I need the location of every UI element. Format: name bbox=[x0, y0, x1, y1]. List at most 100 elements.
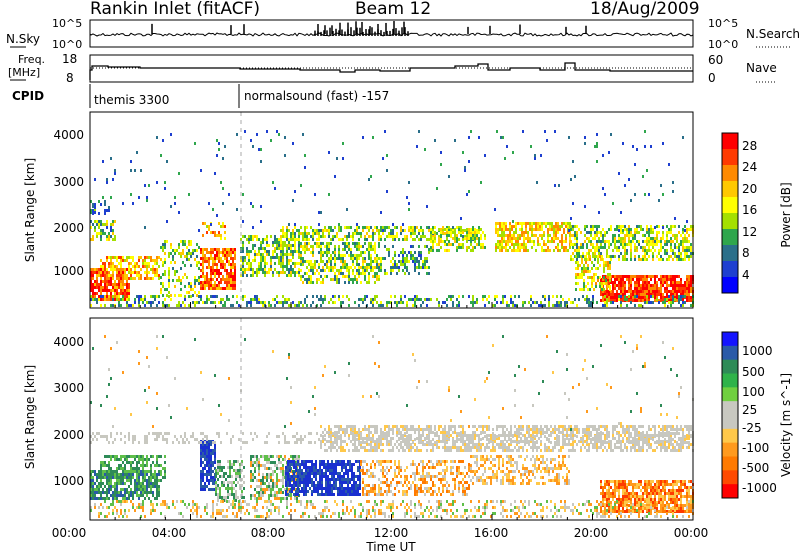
echo-cell bbox=[114, 235, 116, 238]
echo-cell bbox=[220, 272, 222, 275]
echo-cell bbox=[622, 255, 624, 258]
echo-cell bbox=[102, 265, 104, 268]
echo-cell bbox=[286, 235, 288, 238]
echo-cell bbox=[474, 237, 476, 240]
echo-cell bbox=[325, 493, 327, 496]
echo-cell bbox=[688, 275, 690, 278]
echo-cell bbox=[494, 208, 496, 211]
echo-cell bbox=[262, 238, 264, 241]
echo-cell bbox=[106, 271, 108, 274]
power-panel: Slant Range [km] 4000 3000 2000 1000 28 … bbox=[23, 112, 793, 308]
echo-cell bbox=[208, 284, 210, 287]
echo-cell bbox=[108, 485, 110, 488]
echo-cell bbox=[531, 234, 533, 237]
echo-cell bbox=[244, 268, 246, 271]
echo-cell bbox=[341, 490, 343, 493]
echo-cell bbox=[100, 461, 102, 464]
echo-cell bbox=[682, 287, 684, 290]
echo-cell bbox=[519, 243, 521, 246]
echo-cell bbox=[654, 237, 656, 240]
echo-cell bbox=[378, 242, 380, 245]
echo-cell bbox=[364, 242, 366, 245]
echo-cell bbox=[282, 268, 284, 271]
echo-cell bbox=[212, 479, 214, 482]
echo-cell bbox=[333, 466, 335, 469]
echo-cell bbox=[192, 252, 194, 255]
echo-cell bbox=[347, 478, 349, 481]
echo-cell bbox=[300, 254, 302, 257]
echo-cell bbox=[102, 473, 104, 476]
echo-cell bbox=[268, 482, 270, 485]
echo-cell bbox=[290, 238, 292, 241]
echo-cell bbox=[210, 281, 212, 284]
echo-cell bbox=[345, 463, 347, 466]
echo-cell bbox=[302, 248, 304, 251]
echo-cell bbox=[543, 243, 545, 246]
echo-cell bbox=[362, 487, 364, 490]
echo-cell bbox=[116, 283, 118, 286]
echo-cell bbox=[636, 281, 638, 284]
echo-cell bbox=[338, 229, 340, 232]
date-title: 18/Aug/2009 bbox=[590, 0, 700, 19]
echo-cell bbox=[572, 234, 574, 237]
echo-cell bbox=[280, 241, 282, 244]
echo-cell bbox=[222, 222, 224, 225]
echo-cell bbox=[472, 298, 474, 301]
echo-cell bbox=[190, 288, 192, 291]
echo-cell bbox=[634, 258, 636, 261]
echo-cell bbox=[494, 298, 496, 301]
echo-cell bbox=[632, 299, 634, 302]
echo-cell bbox=[314, 260, 316, 263]
echo-cell bbox=[282, 241, 284, 244]
echo-cell bbox=[622, 225, 624, 228]
echo-cell bbox=[116, 485, 118, 488]
echo-cell bbox=[382, 257, 384, 260]
echo-cell bbox=[215, 490, 217, 493]
echo-cell bbox=[468, 234, 470, 237]
echo-cell bbox=[200, 281, 202, 284]
echo-cell bbox=[347, 475, 349, 478]
echo-cell bbox=[406, 269, 408, 272]
echo-cell bbox=[366, 226, 368, 229]
echo-cell bbox=[599, 285, 601, 288]
echo-cell bbox=[327, 490, 329, 493]
echo-cell bbox=[218, 287, 220, 290]
echo-cell bbox=[504, 295, 506, 298]
echo-cell bbox=[274, 247, 276, 250]
echo-cell bbox=[618, 249, 620, 252]
echo-cell bbox=[102, 271, 104, 274]
echo-cell bbox=[460, 246, 462, 249]
echo-cell bbox=[565, 246, 567, 249]
echo-cell bbox=[136, 262, 138, 265]
echo-cell bbox=[602, 293, 604, 296]
echo-cell bbox=[626, 275, 628, 278]
echo-cell bbox=[474, 240, 476, 243]
echo-cell bbox=[338, 269, 340, 272]
echo-cell bbox=[501, 234, 503, 237]
echo-cell bbox=[268, 488, 270, 491]
echo-cell bbox=[98, 226, 100, 229]
echo-cell bbox=[223, 466, 225, 469]
echo-cell bbox=[678, 298, 680, 301]
echo-cell bbox=[575, 261, 577, 264]
echo-cell bbox=[606, 298, 608, 301]
echo-cell bbox=[521, 228, 523, 231]
echo-cell bbox=[356, 281, 358, 284]
echo-cell bbox=[325, 475, 327, 478]
echo-cell bbox=[293, 481, 295, 484]
echo-cell bbox=[250, 473, 252, 476]
echo-cell bbox=[252, 298, 254, 301]
echo-cell bbox=[312, 229, 314, 232]
cpid-mode-1: themis 3300 bbox=[94, 93, 169, 107]
echo-cell bbox=[230, 275, 232, 278]
echo-cell bbox=[130, 256, 132, 259]
echo-cell bbox=[276, 494, 278, 497]
echo-cell bbox=[507, 243, 509, 246]
echo-cell bbox=[170, 243, 172, 246]
echo-cell bbox=[430, 249, 432, 252]
echo-cell bbox=[329, 478, 331, 481]
echo-cell bbox=[356, 242, 358, 245]
echo-cell bbox=[108, 473, 110, 476]
echo-cell bbox=[342, 248, 344, 251]
echo-cell bbox=[106, 259, 108, 262]
